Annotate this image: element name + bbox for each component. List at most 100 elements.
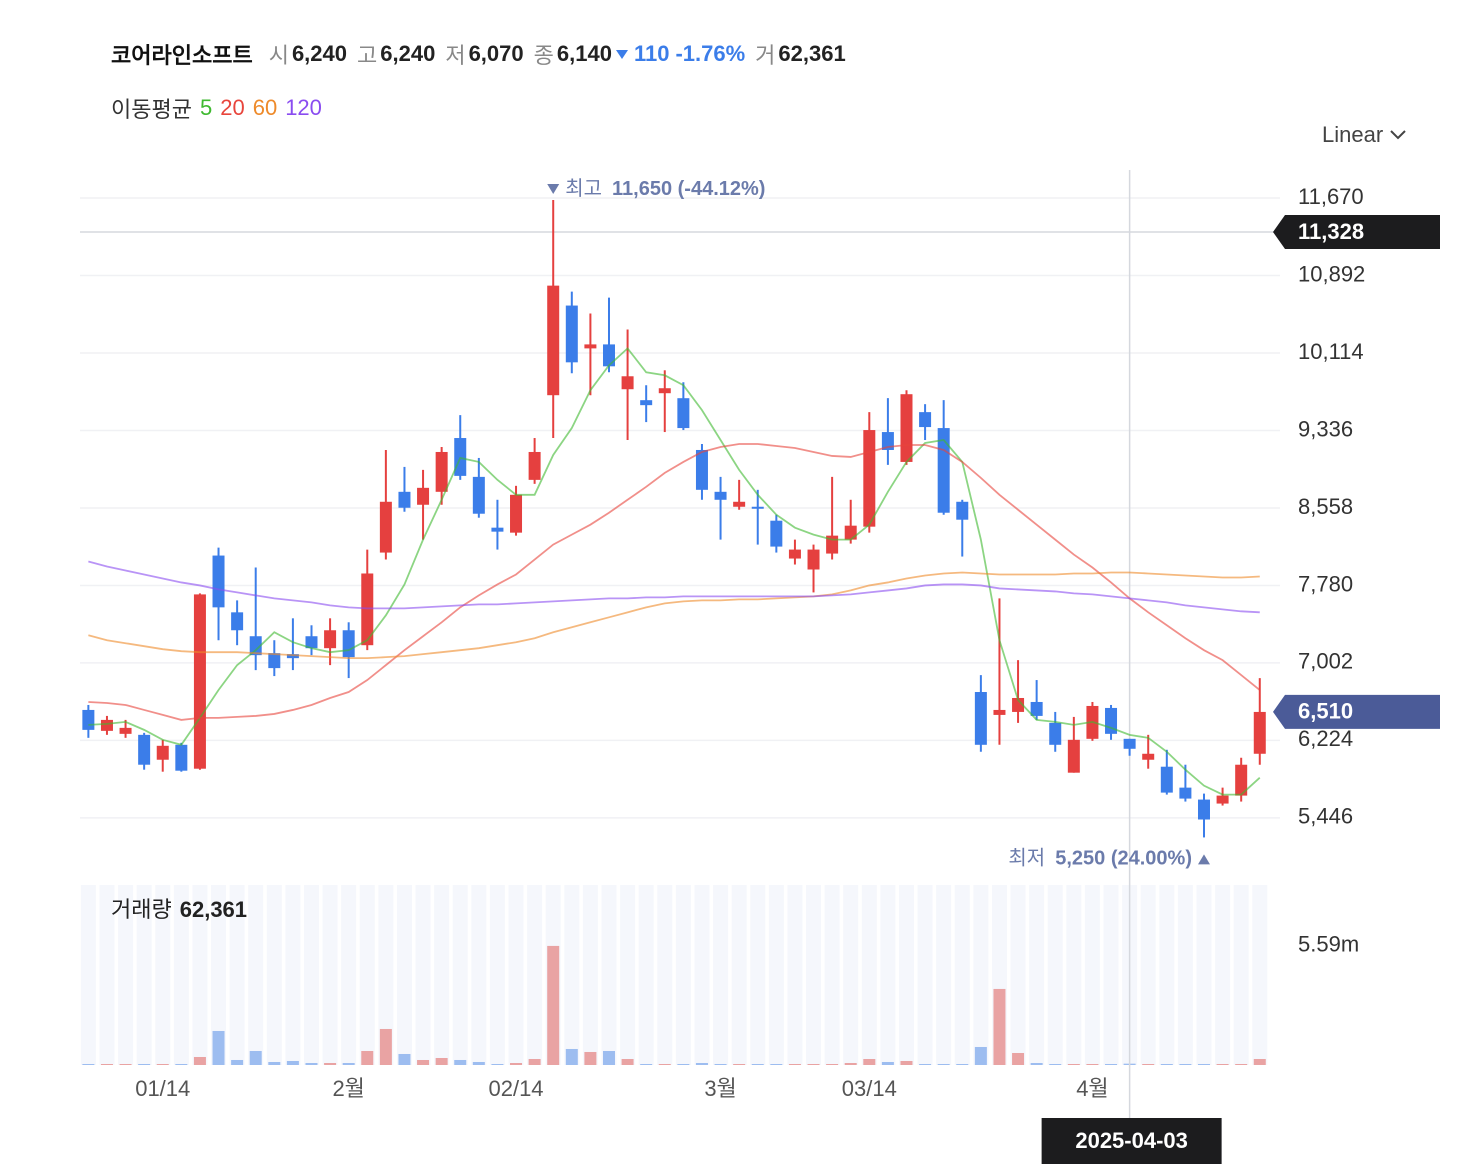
candle-body bbox=[1049, 722, 1062, 745]
volume-stripe bbox=[787, 885, 803, 1065]
volume-stripe bbox=[1103, 885, 1119, 1065]
candle-body bbox=[138, 734, 151, 765]
volume-stripe bbox=[1140, 885, 1156, 1065]
volume-bar bbox=[379, 1028, 392, 1065]
volume-bar bbox=[714, 1063, 727, 1065]
volume-bar bbox=[175, 1063, 188, 1065]
volume-stripe bbox=[1252, 885, 1268, 1065]
quote-label: 거 bbox=[755, 43, 776, 68]
volume-stripe bbox=[359, 885, 375, 1065]
volume-stripe bbox=[1177, 885, 1193, 1065]
volume-bar bbox=[826, 1063, 839, 1065]
volume-bar bbox=[528, 1058, 541, 1065]
volume-stripe bbox=[322, 885, 338, 1065]
volume-bar bbox=[1160, 1063, 1173, 1065]
quote-value: 6,240 bbox=[291, 41, 347, 66]
volume-stripe bbox=[1122, 885, 1138, 1065]
volume-stripe bbox=[173, 885, 189, 1065]
candle-body bbox=[974, 692, 987, 745]
candle-body bbox=[1216, 795, 1229, 804]
volume-bar bbox=[1012, 1052, 1025, 1065]
volume-bar bbox=[1235, 1063, 1248, 1065]
volume-stripe bbox=[620, 885, 636, 1065]
volume-bar bbox=[193, 1056, 206, 1065]
volume-stripe bbox=[1215, 885, 1231, 1065]
y-tick-label: 7,002 bbox=[1298, 649, 1353, 674]
candle-body bbox=[1012, 697, 1025, 712]
volume-stripe bbox=[1196, 885, 1212, 1065]
quote-value: 6,140 bbox=[556, 41, 612, 66]
ma-line bbox=[88, 347, 1261, 796]
volume-stripe bbox=[266, 885, 282, 1065]
volume-bar bbox=[919, 1063, 932, 1065]
candle-body bbox=[1142, 753, 1155, 760]
candle-body bbox=[863, 430, 876, 527]
volume-bar bbox=[844, 1062, 857, 1065]
crosshair-price-tag-bg bbox=[1273, 215, 1440, 250]
ma-line bbox=[88, 560, 1260, 614]
x-tick-label: 02/14 bbox=[488, 1076, 543, 1101]
candle-body bbox=[621, 376, 634, 390]
volume-bar bbox=[472, 1061, 485, 1065]
candle-body bbox=[602, 344, 615, 367]
volume-stripe bbox=[415, 885, 431, 1065]
scale-selector[interactable]: Linear bbox=[1322, 122, 1409, 148]
candle-body bbox=[324, 630, 337, 649]
candle-body bbox=[714, 491, 727, 500]
volume-bar bbox=[361, 1050, 374, 1065]
chevron bbox=[1390, 130, 1406, 140]
volume-bar bbox=[1253, 1058, 1266, 1065]
y-tick-label: 10,892 bbox=[1298, 261, 1365, 286]
volume-bar bbox=[398, 1053, 411, 1065]
candle-body bbox=[528, 451, 541, 480]
volume-stripe bbox=[675, 885, 691, 1065]
volume-bar bbox=[863, 1058, 876, 1065]
volume-stripe bbox=[750, 885, 766, 1065]
quote-label: 고 bbox=[357, 43, 378, 68]
candle-body bbox=[844, 525, 857, 540]
volume-stripe bbox=[508, 885, 524, 1065]
quote-value: 62,361 bbox=[778, 41, 846, 66]
candle-body bbox=[770, 520, 783, 547]
x-tick-label: 01/14 bbox=[135, 1076, 190, 1101]
y-tick-label: 11,670 bbox=[1298, 184, 1364, 209]
x-tick-label: 4월 bbox=[1076, 1076, 1108, 1101]
volume-bar bbox=[342, 1062, 355, 1065]
date-tag: 2025-04-03 bbox=[1075, 1128, 1188, 1153]
volume-stripe bbox=[694, 885, 710, 1065]
last-price-tag: 6,510 bbox=[1298, 699, 1353, 724]
volume-stripe bbox=[713, 885, 729, 1065]
volume-stripe bbox=[1010, 885, 1026, 1065]
volume-stripe bbox=[768, 885, 784, 1065]
volume-stripe bbox=[657, 885, 673, 1065]
high-value: 11,650 (-44.12%) bbox=[612, 178, 765, 200]
x-tick-label: 2월 bbox=[332, 1076, 364, 1101]
volume-bar bbox=[807, 1063, 820, 1065]
volume-stripe bbox=[248, 885, 264, 1065]
high-annotation: 최고 11,650 (-44.12%) bbox=[565, 177, 765, 200]
volume-bar bbox=[547, 945, 560, 1065]
candle-body bbox=[1235, 764, 1248, 796]
volume-stripe bbox=[601, 885, 617, 1065]
volume-bar bbox=[82, 1063, 95, 1065]
change-amount: 110 bbox=[633, 41, 670, 66]
candle-body bbox=[510, 494, 523, 533]
quote-label: 저 bbox=[445, 43, 466, 68]
volume-stripe bbox=[824, 885, 840, 1065]
change: 110 -1.76% bbox=[615, 41, 745, 67]
ma-legend-entry: 5 bbox=[199, 95, 213, 120]
volume-stripe bbox=[936, 885, 952, 1065]
candle-body bbox=[305, 636, 318, 649]
y-tick-label: 5,446 bbox=[1298, 804, 1353, 829]
volume-stripe bbox=[843, 885, 859, 1065]
candle-body bbox=[100, 719, 113, 731]
volume-bar bbox=[993, 988, 1006, 1065]
y-tick-label: 7,780 bbox=[1298, 571, 1353, 596]
volume-stripe bbox=[527, 885, 543, 1065]
ma-legend: 이동평균 5 20 60 120 bbox=[111, 92, 322, 124]
volume-bar bbox=[510, 1062, 523, 1065]
volume-stripe bbox=[1047, 885, 1063, 1065]
candle-body bbox=[193, 594, 206, 769]
candle-body bbox=[881, 432, 894, 450]
